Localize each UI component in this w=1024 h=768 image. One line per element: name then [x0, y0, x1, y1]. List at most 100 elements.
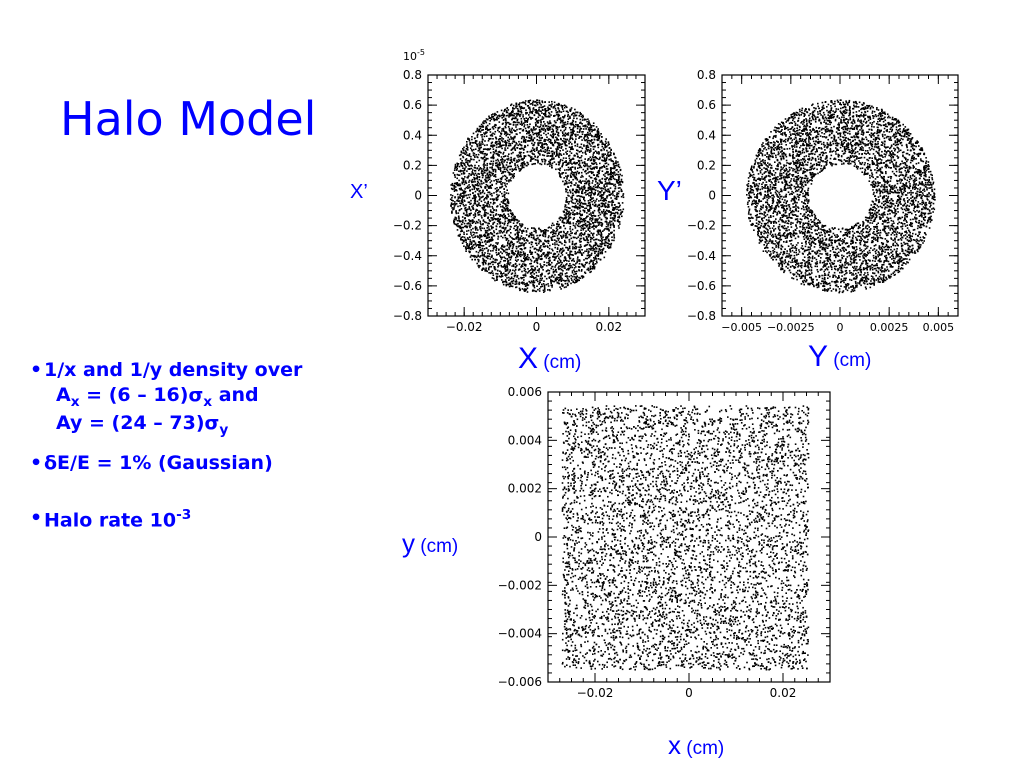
scatter-point [524, 119, 526, 122]
scatter-point [510, 156, 512, 159]
scatter-point [604, 172, 607, 175]
scatter-point [581, 277, 584, 279]
scatter-point [458, 187, 461, 190]
scatter-point [595, 246, 597, 249]
scatter-point [488, 268, 490, 271]
scatter-point [478, 199, 481, 201]
scatter-point [526, 282, 528, 284]
scatter-point [510, 129, 513, 131]
scatter-point [600, 235, 603, 237]
scatter-point [580, 237, 582, 240]
scatter-point [557, 132, 560, 135]
scatter-point [502, 112, 504, 115]
scatter-point [538, 150, 540, 152]
scatter-point [494, 174, 496, 177]
scatter-point [573, 115, 575, 117]
scatter-point [562, 265, 565, 268]
scatter-point [502, 222, 504, 224]
scatter-point [594, 135, 596, 138]
scatter-point [608, 154, 611, 157]
scatter-point [572, 123, 574, 126]
scatter-point [598, 223, 600, 225]
scatter-point [534, 156, 536, 158]
scatter-point [454, 167, 456, 170]
scatter-point [573, 269, 575, 271]
scatter-point [606, 212, 608, 215]
scatter-point [533, 273, 535, 275]
scatter-point [598, 170, 600, 173]
scatter-point [508, 234, 511, 237]
scatter-point [597, 194, 599, 196]
scatter-point [587, 124, 590, 126]
scatter-point [603, 157, 606, 159]
scatter-point [604, 153, 607, 155]
scatter-point [513, 275, 516, 278]
scatter-point [561, 105, 564, 107]
scatter-point [472, 207, 474, 210]
scatter-point [556, 119, 559, 122]
scatter-point [584, 207, 586, 210]
scatter-point [618, 215, 620, 218]
scatter-point [556, 138, 559, 141]
scatter-point [493, 152, 496, 154]
scatter-point [555, 163, 558, 166]
scatter-point [622, 194, 624, 197]
scatter-point [574, 108, 576, 111]
scatter-point [473, 166, 476, 169]
scatter-point [491, 270, 494, 272]
scatter-point [474, 170, 477, 172]
scatter-point [543, 280, 545, 282]
scatter-point [504, 267, 506, 270]
scatter-point [501, 275, 504, 278]
scatter-point [604, 188, 607, 190]
scatter-point [480, 143, 482, 145]
scatter-point [614, 178, 616, 181]
scatter-point [579, 113, 582, 115]
scatter-point [499, 214, 502, 216]
scatter-point [500, 133, 502, 135]
scatter-point [565, 268, 568, 271]
scatter-point [481, 151, 483, 153]
scatter-point [496, 218, 499, 220]
scatter-point [486, 240, 489, 242]
scatter-point [547, 289, 549, 291]
scatter-point [470, 229, 472, 231]
scatter-point [521, 102, 523, 104]
scatter-point [473, 220, 475, 223]
scatter-point [513, 173, 515, 175]
scatter-point [603, 209, 605, 211]
scatter-point [582, 265, 585, 268]
scatter-point [498, 249, 500, 251]
scatter-point [535, 118, 538, 120]
scatter-point [577, 163, 580, 166]
scatter-point [602, 156, 604, 158]
scatter-point [468, 251, 471, 254]
scatter-point [527, 105, 529, 107]
scatter-point [562, 157, 565, 159]
scatter-point [594, 150, 597, 152]
scatter-point [617, 195, 620, 198]
scatter-point [614, 187, 616, 190]
scatter-point [559, 267, 561, 270]
scatter-point [456, 167, 458, 170]
scatter-point [475, 210, 477, 212]
scatter-point [577, 221, 579, 223]
scatter-point [537, 151, 539, 154]
scatter-point [562, 116, 564, 118]
scatter-point [481, 125, 484, 127]
scatter-point [471, 246, 473, 248]
scatter-point [517, 144, 519, 147]
scatter-point [478, 250, 481, 252]
scatter-point [560, 263, 562, 266]
scatter-point [482, 263, 485, 266]
scatter-point [480, 180, 482, 183]
scatter-point [482, 126, 485, 128]
scatter-point [579, 225, 581, 228]
scatter-point [526, 112, 529, 114]
scatter-point [565, 153, 568, 155]
scatter-point [495, 232, 498, 235]
scatter-point [518, 253, 520, 255]
scatter-point [594, 193, 596, 195]
scatter-point [481, 191, 484, 194]
scatter-point [483, 156, 486, 159]
